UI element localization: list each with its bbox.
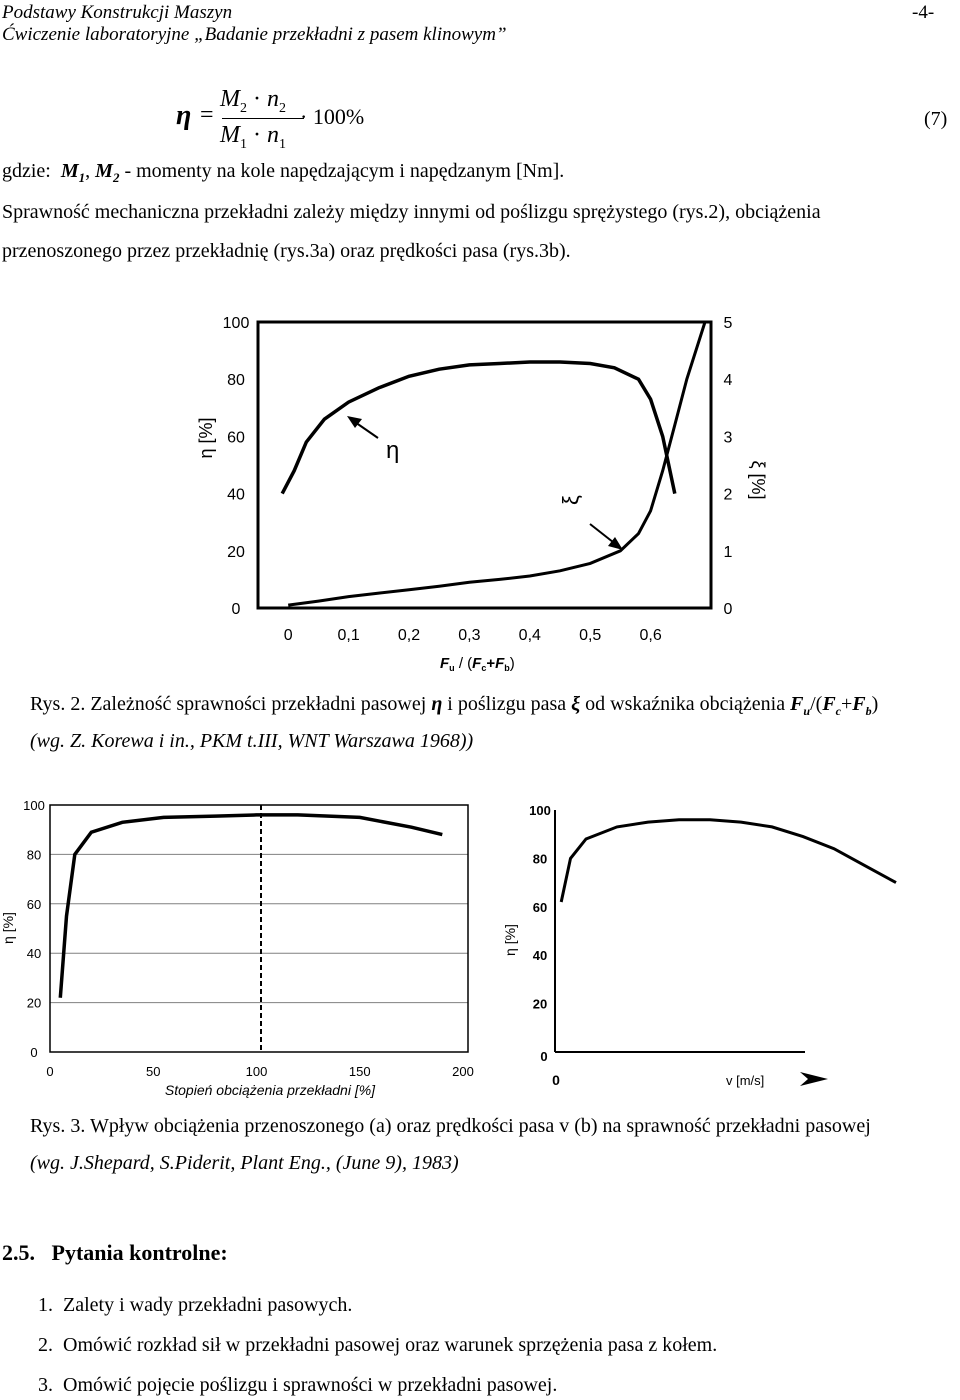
fig3b-y-tick: 80	[533, 851, 547, 866]
fig3a-x-tick-labels: 0 50 100 150 200	[46, 1064, 473, 1079]
fig3a-y-tick: 100	[23, 798, 45, 813]
fig3a-y-tick: 40	[27, 946, 41, 961]
fig2-right-tick: 1	[724, 544, 733, 561]
fig2-x-tick-labels: 0 0,1 0,2 0,3 0,4 0,5 0,6	[284, 627, 662, 644]
fig3b-y-tick: 40	[533, 948, 547, 963]
eta-annotation: η	[386, 437, 399, 464]
page-number: -4-	[912, 2, 935, 23]
fig2-left-tick: 60	[227, 429, 245, 446]
fig3a-xlabel: Stopień obciążenia przekładni [%]	[165, 1082, 376, 1098]
fig3b-y-tick: 0	[540, 1049, 547, 1064]
fig3b-xorigin: 0	[552, 1072, 560, 1088]
fig3a-x-tick: 50	[146, 1064, 160, 1079]
fig2-right-tick: 3	[724, 429, 733, 446]
fig2-caption: Rys. 2. Zależność sprawności przekładni …	[30, 693, 879, 718]
fig2-left-tick: 80	[227, 372, 245, 389]
fig3a-y-tick: 0	[30, 1045, 37, 1060]
fig3a-plot-frame	[49, 804, 469, 1053]
fig2-left-tick-labels: 0 20 40 60 80 100	[223, 315, 250, 618]
fig3b-y-tick-labels: 20 40 60 80 100 0	[529, 803, 551, 1064]
fig2-x-tick: 0,3	[458, 627, 480, 644]
fig3b-xlabel: v [m/s]	[726, 1073, 764, 1088]
fig3a-y-tick-labels: 0 20 40 60 80 100	[23, 798, 45, 1060]
fig3a-x-tick: 200	[452, 1064, 474, 1079]
eta-series-line	[280, 360, 677, 495]
fig2-xlabel: Fu / (Fc+Fb)	[440, 655, 515, 673]
fig3a-series-line	[58, 813, 443, 998]
fig3b-chart: 20 40 60 80 100 0 0 η [%] v [m/s]	[502, 803, 897, 1088]
eq-denominator: M1 · n1	[220, 122, 286, 152]
fig3a-chart: 0 20 40 60 80 100 0 50 100 150 200 η [%] Stopień …	[0, 798, 474, 1098]
fig3b-series-line	[559, 818, 897, 903]
fig3b-x-arrow-icon	[800, 1072, 828, 1086]
eq-eta: η	[176, 100, 192, 131]
fig2-right-tick: 5	[724, 315, 733, 332]
fig2-right-tick: 2	[724, 487, 733, 504]
fig3a-y-tick: 20	[27, 996, 41, 1011]
paragraph-line-1: Sprawność mechaniczna przekładni zależy …	[2, 201, 821, 223]
xi-annotation: ξ	[558, 495, 583, 505]
fig2-right-tick: 0	[724, 601, 733, 618]
fig3a-ylabel: η [%]	[0, 912, 16, 944]
eq-fraction-bar	[222, 118, 304, 119]
fig3b-ylabel: η [%]	[502, 924, 518, 956]
fig3a-x-tick: 0	[46, 1064, 53, 1079]
fig2-x-tick: 0,5	[579, 627, 601, 644]
fig2-plot-frame	[256, 320, 713, 610]
question-3: 3. Omówić pojęcie poślizgu i sprawności …	[38, 1374, 558, 1396]
fig3b-y-tick: 60	[533, 900, 547, 915]
header-subtitle: Ćwiczenie laboratoryjne „Badanie przekła…	[2, 24, 507, 45]
fig2-left-tick: 40	[227, 487, 245, 504]
fig2-left-tick: 100	[223, 315, 250, 332]
fig3a-gridlines	[50, 853, 468, 1004]
question-1: 1. Zalety i wady przekładni pasowych.	[38, 1294, 353, 1316]
eq-number: (7)	[924, 108, 948, 130]
question-2: 2. Omówić rozkład sił w przekładni pasow…	[38, 1334, 718, 1356]
fig2-left-tick: 20	[227, 544, 245, 561]
fig2-right-ylabel: ξ [%]	[748, 460, 768, 499]
eq-equals: =	[200, 102, 214, 128]
fig2-x-tick: 0,6	[639, 627, 661, 644]
header-title: Podstawy Konstrukcji Maszyn	[2, 2, 233, 23]
xi-series-line	[288, 321, 707, 607]
paragraph-line-2: przenoszonego przez przekładnię (rys.3a)…	[2, 240, 571, 262]
fig2-x-tick: 0,1	[337, 627, 359, 644]
eta-arrow-head	[347, 416, 362, 428]
fig2-right-tick: 4	[724, 372, 733, 389]
fig3b-y-tick: 100	[529, 803, 551, 818]
fig2-x-tick: 0,4	[519, 627, 541, 644]
eq-numerator: M2 · n2	[220, 86, 286, 116]
fig2-x-tick: 0,2	[398, 627, 420, 644]
fig3a-x-tick: 150	[349, 1064, 371, 1079]
fig2-right-tick-labels: 0 1 2 3 4 5	[724, 315, 733, 618]
fig3a-x-tick: 100	[246, 1064, 268, 1079]
fig2-left-tick: 0	[232, 601, 241, 618]
gdzie-line: gdzie: M1, M2 - momenty na kole napędzaj…	[2, 160, 565, 185]
fig2-left-ylabel: η [%]	[196, 417, 216, 458]
fig2-x-tick: 0	[284, 627, 293, 644]
fig3a-y-tick: 80	[27, 847, 41, 862]
fig3-source: (wg. J.Shepard, S.Piderit, Plant Eng., (…	[30, 1152, 459, 1174]
xi-arrow-head	[608, 537, 623, 550]
fig3b-y-tick: 20	[533, 997, 547, 1012]
fig2-source: (wg. Z. Korewa i in., PKM t.III, WNT War…	[30, 730, 474, 752]
fig3a-y-tick: 60	[27, 897, 41, 912]
eq-factor: · 100%	[300, 104, 365, 129]
fig3-caption: Rys. 3. Wpływ obciążenia przenoszonego (…	[30, 1115, 871, 1137]
section-title: 2.5. Pytania kontrolne:	[2, 1240, 228, 1265]
